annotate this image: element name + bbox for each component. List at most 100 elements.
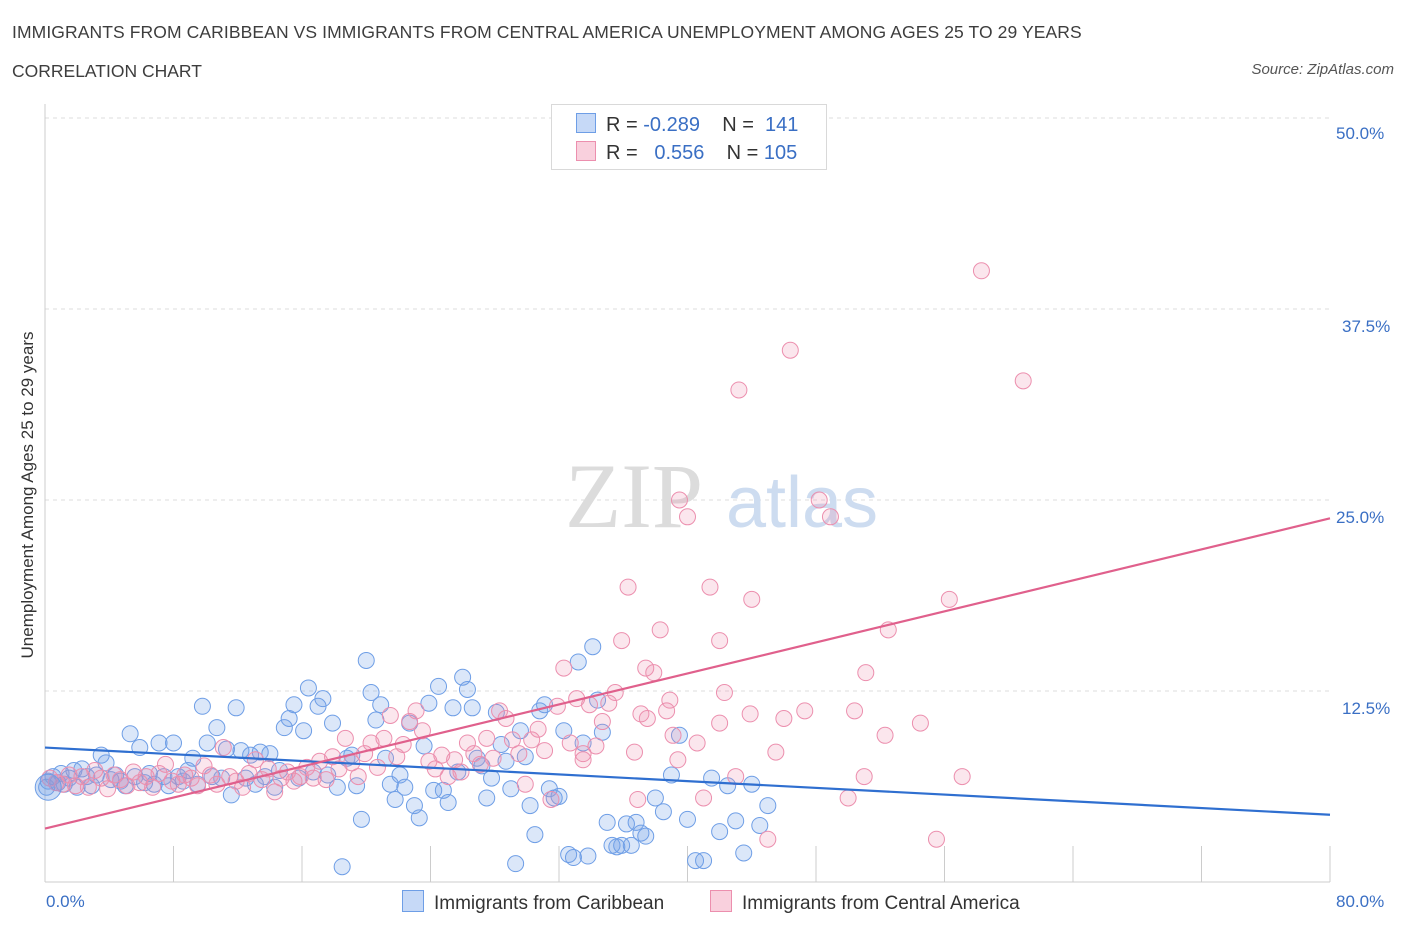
data-point xyxy=(483,769,501,787)
data-point xyxy=(521,797,539,815)
data-point xyxy=(727,768,745,786)
grid-lines xyxy=(45,117,1330,692)
data-point xyxy=(430,677,448,695)
data-point xyxy=(523,731,541,749)
data-point xyxy=(670,491,688,509)
data-point xyxy=(632,824,650,842)
data-point xyxy=(484,749,502,767)
data-point xyxy=(349,768,367,786)
data-point xyxy=(275,719,293,737)
data-point xyxy=(555,659,573,677)
legend-n-caribbean: 141 xyxy=(765,114,799,136)
data-point xyxy=(688,734,706,752)
data-point xyxy=(357,651,375,669)
data-point xyxy=(492,735,510,753)
data-point xyxy=(304,769,322,787)
legend-r-label: R = xyxy=(606,114,638,136)
data-point xyxy=(433,746,451,764)
data-point xyxy=(679,508,696,526)
data-point xyxy=(497,752,515,770)
source-credit: Source: ZipAtlas.com xyxy=(1251,61,1394,78)
data-point xyxy=(368,758,386,776)
data-point xyxy=(637,659,655,677)
data-point xyxy=(759,797,777,815)
data-point xyxy=(810,491,828,509)
legend-item-central-america: Immigrants from Central America xyxy=(710,890,1020,915)
data-point xyxy=(695,852,713,870)
legend-swatch-caribbean xyxy=(576,113,596,133)
data-point xyxy=(333,858,351,876)
data-point xyxy=(131,774,149,792)
data-point xyxy=(679,810,696,828)
data-point xyxy=(99,780,117,798)
data-point xyxy=(627,813,645,831)
data-point xyxy=(658,702,676,720)
data-point xyxy=(629,790,647,808)
data-point xyxy=(375,729,393,747)
data-point xyxy=(60,766,78,784)
data-point xyxy=(855,768,873,786)
data-point xyxy=(266,783,284,801)
data-point xyxy=(711,714,729,732)
data-point xyxy=(730,381,748,399)
data-point xyxy=(767,743,785,761)
chart-title: IMMIGRANTS FROM CARIBBEAN VS IMMIGRANTS … xyxy=(12,22,1082,42)
data-points xyxy=(34,109,1032,876)
y-tick-label-12-5: 12.5% xyxy=(1342,699,1391,718)
data-point xyxy=(420,694,438,712)
data-point xyxy=(654,803,672,821)
trend-line xyxy=(44,517,1331,830)
data-point xyxy=(940,590,958,608)
legend-swatch-central-america xyxy=(710,890,732,912)
data-point xyxy=(67,777,85,795)
data-point xyxy=(503,731,521,749)
data-point xyxy=(299,679,317,697)
data-point xyxy=(124,763,142,781)
data-point xyxy=(775,710,793,728)
legend-n-label: N = xyxy=(722,114,754,136)
data-point xyxy=(743,590,761,608)
data-point xyxy=(727,812,745,830)
data-point xyxy=(458,734,476,752)
data-point xyxy=(144,778,162,796)
legend-r-label: R = xyxy=(606,142,638,164)
data-point xyxy=(613,836,631,854)
data-point xyxy=(715,684,733,702)
data-point xyxy=(622,836,640,854)
x-axis-min-label: 0.0% xyxy=(46,892,85,911)
data-point xyxy=(502,780,520,798)
data-point xyxy=(574,751,592,769)
data-point xyxy=(1014,372,1032,390)
data-point xyxy=(669,751,687,769)
data-point xyxy=(972,262,990,280)
data-point xyxy=(569,653,587,671)
data-point xyxy=(587,737,605,755)
data-point xyxy=(584,638,602,656)
data-point xyxy=(638,710,656,728)
data-point xyxy=(458,680,476,698)
axes xyxy=(44,104,1331,883)
data-point xyxy=(165,734,182,752)
data-point xyxy=(150,765,168,783)
y-tick-label-50: 50.0% xyxy=(1336,124,1385,143)
data-point xyxy=(208,719,226,737)
data-point xyxy=(324,714,342,732)
legend-row-central-america: R = 0.556 N = 105 xyxy=(576,141,797,169)
data-point xyxy=(574,745,592,763)
data-point xyxy=(234,778,252,796)
data-point xyxy=(711,823,729,841)
watermark-zip: ZIP xyxy=(565,445,703,547)
data-point xyxy=(465,745,483,763)
data-point xyxy=(927,830,945,848)
data-point xyxy=(261,745,279,763)
y-tick-label-25: 25.0% xyxy=(1336,508,1385,527)
data-point xyxy=(381,706,399,724)
data-point xyxy=(195,757,213,775)
data-point xyxy=(38,778,56,796)
data-point xyxy=(155,768,173,786)
data-point xyxy=(227,699,245,717)
watermark: ZIP atlas xyxy=(565,445,878,547)
data-point xyxy=(121,725,139,743)
data-point xyxy=(741,705,759,723)
data-point xyxy=(510,745,528,763)
